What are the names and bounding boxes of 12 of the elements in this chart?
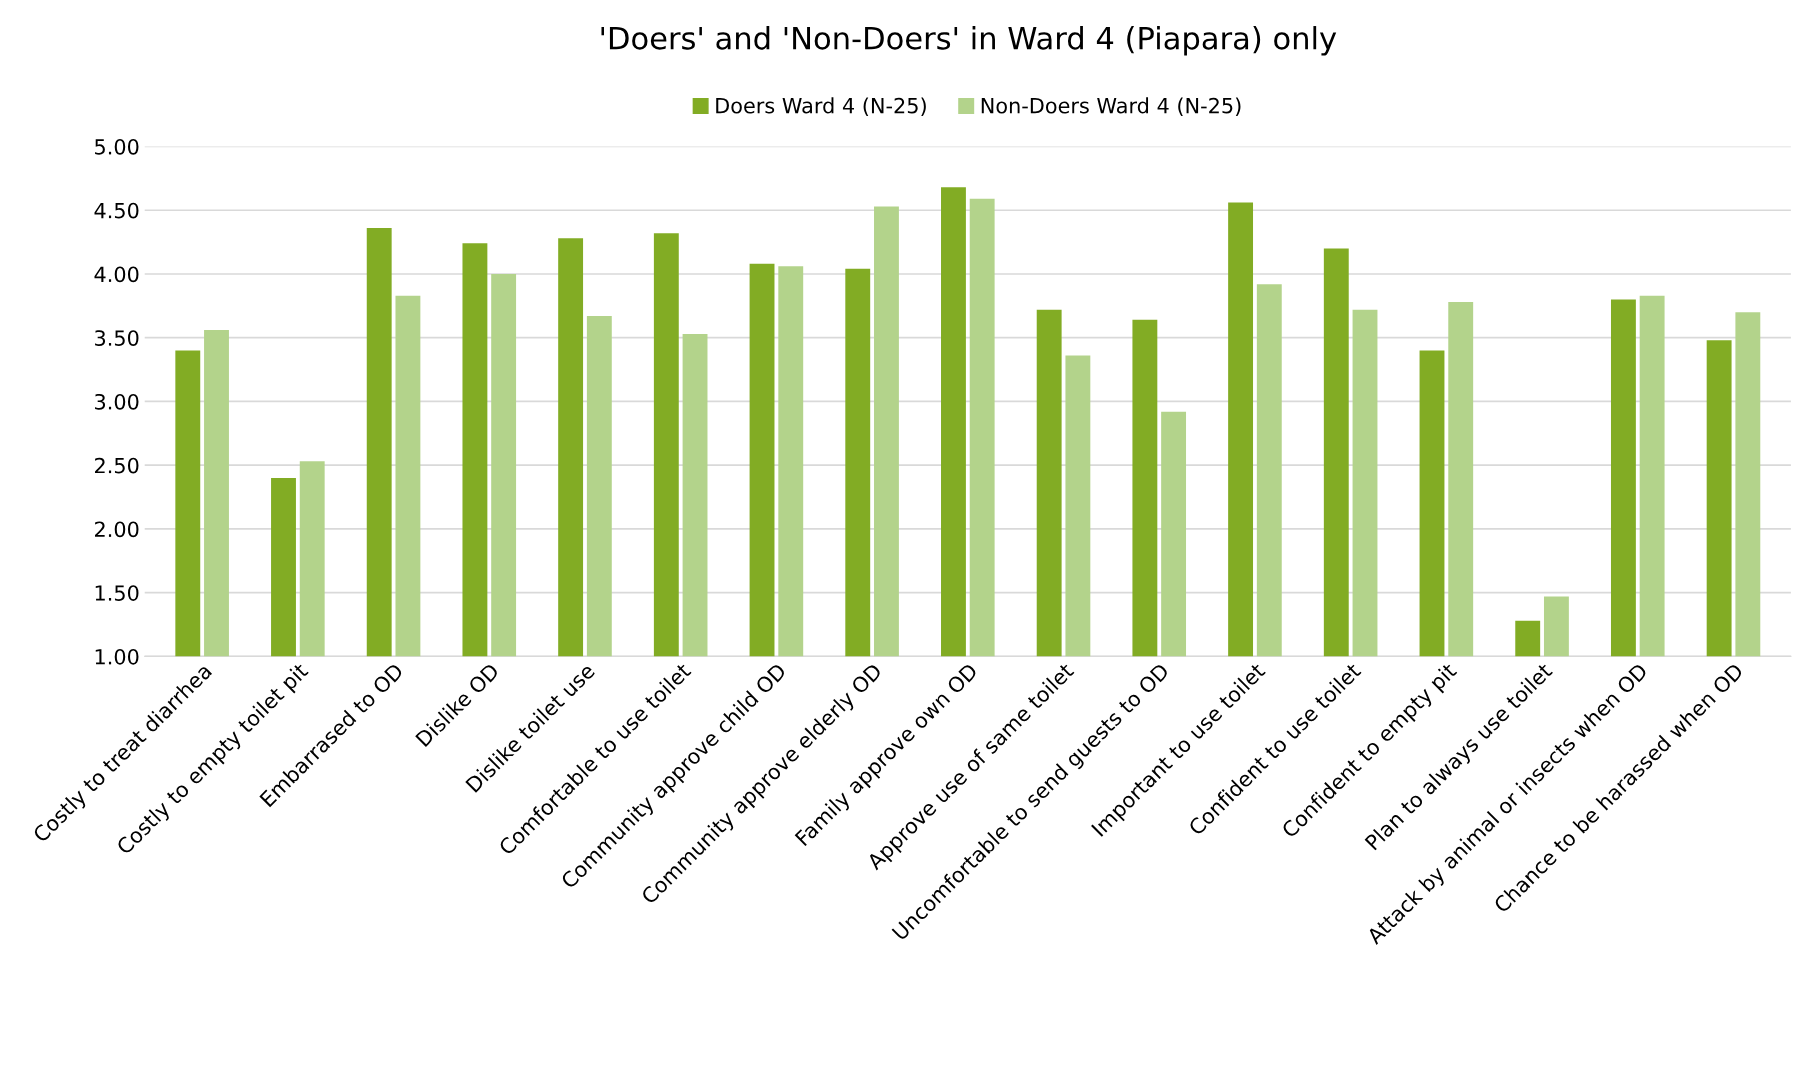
y-tick-label: 1.00 — [95, 648, 139, 665]
legend-label: Doers Ward 4 (N-25) — [716, 97, 926, 116]
legend-label: Non-Doers Ward 4 (N-25) — [981, 97, 1241, 116]
y-tick-label: 3.00 — [95, 393, 139, 410]
y-tick-label: 2.50 — [95, 457, 139, 474]
y-tick-label: 1.50 — [95, 585, 139, 601]
y-tick-label: 2.00 — [95, 521, 139, 538]
y-tick-label: 4.50 — [94, 202, 139, 219]
chart-title: 'Doers' and 'Non-Doers' in Ward 4 (Piapara) only — [601, 26, 1337, 56]
y-tick-label: 4.00 — [94, 266, 139, 283]
y-tick-label: 5.00 — [95, 138, 139, 155]
y-tick-label: 3.50 — [95, 330, 139, 346]
